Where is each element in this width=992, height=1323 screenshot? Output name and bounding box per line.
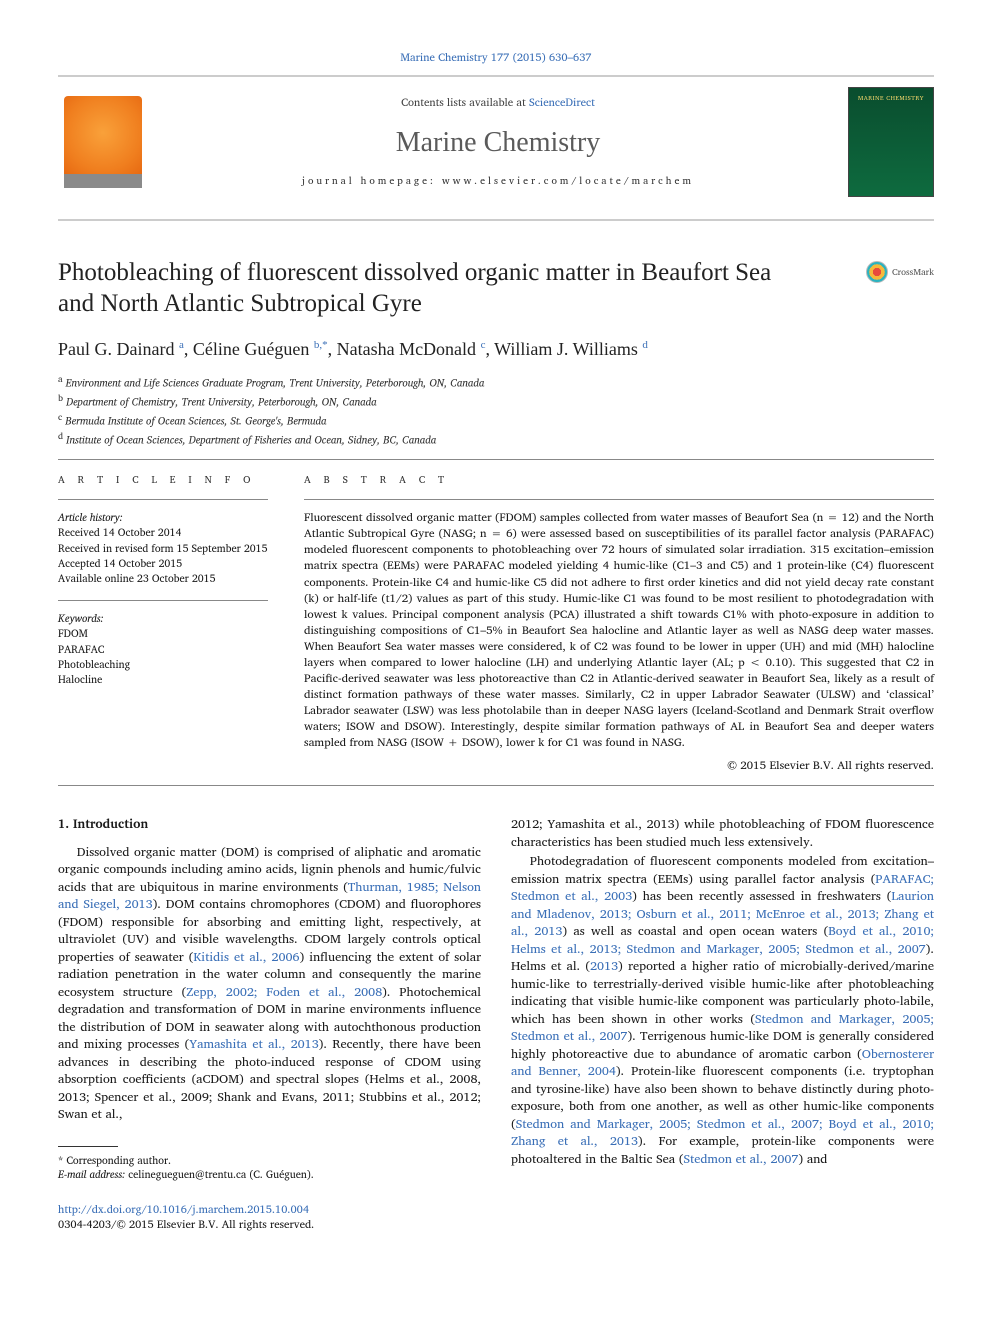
page-footer: http://dx.doi.org/10.1016/j.marchem.2015… bbox=[58, 1202, 934, 1232]
intro-para-cont: 2012; Yamashita et al., 2013) while phot… bbox=[511, 816, 934, 851]
email-label: E-mail address: bbox=[58, 1165, 128, 1183]
sciencedirect-link[interactable]: ScienceDirect bbox=[529, 93, 595, 111]
contents-lists-line: Contents lists available at ScienceDirec… bbox=[148, 95, 848, 110]
crossmark-badge[interactable]: CrossMark bbox=[866, 261, 934, 283]
body-column-left: 1. Introduction Dissolved organic matter… bbox=[58, 816, 481, 1182]
body-rule bbox=[58, 785, 934, 786]
section-heading-intro: 1. Introduction bbox=[58, 816, 481, 834]
article-info-column: A R T I C L E I N F O Article history: R… bbox=[58, 474, 268, 773]
homepage-url[interactable]: www.elsevier.com/locate/marchem bbox=[442, 173, 694, 189]
affiliations: a Environment and Life Sciences Graduate… bbox=[58, 372, 934, 449]
info-rule bbox=[58, 499, 268, 500]
homepage-label: journal homepage: bbox=[302, 173, 442, 189]
journal-name: Marine Chemistry bbox=[148, 124, 848, 162]
corr-email-link[interactable]: celinegueguen@trentu.ca bbox=[128, 1165, 246, 1183]
article-history: Article history: Received 14 October 201… bbox=[58, 510, 268, 586]
crossmark-icon bbox=[866, 261, 888, 283]
contents-prefix: Contents lists available at bbox=[401, 93, 529, 111]
abstract-text: Fluorescent dissolved organic matter (FD… bbox=[304, 510, 934, 751]
authors-line: Paul G. Dainard a, Céline Guéguen b,*, N… bbox=[58, 337, 934, 361]
section-rule bbox=[58, 459, 934, 460]
abstract-heading: A B S T R A C T bbox=[304, 474, 934, 488]
issn-copyright: 0304-4203/© 2015 Elsevier B.V. All right… bbox=[58, 1215, 314, 1233]
info-rule-2 bbox=[58, 600, 268, 601]
crossmark-label: CrossMark bbox=[892, 266, 934, 278]
intro-para-2: Photodegradation of fluorescent componen… bbox=[511, 853, 934, 1168]
abstract-column: A B S T R A C T Fluorescent dissolved or… bbox=[304, 474, 934, 773]
body-column-right: 2012; Yamashita et al., 2013) while phot… bbox=[511, 816, 934, 1182]
article-info-heading: A R T I C L E I N F O bbox=[58, 474, 268, 488]
article-title: Photobleaching of fluorescent dissolved … bbox=[58, 257, 934, 320]
journal-cover-thumb bbox=[848, 87, 934, 197]
elsevier-tree-icon bbox=[64, 96, 142, 188]
citation-link[interactable]: Marine Chemistry 177 (2015) 630–637 bbox=[400, 48, 591, 66]
keywords-block: Keywords: FDOMPARAFACPhotobleachingHaloc… bbox=[58, 611, 268, 687]
abstract-rule bbox=[304, 499, 934, 500]
top-citation: Marine Chemistry 177 (2015) 630–637 bbox=[58, 50, 934, 65]
abstract-copyright: © 2015 Elsevier B.V. All rights reserved… bbox=[304, 758, 934, 774]
email-person: (C. Guéguen). bbox=[246, 1165, 314, 1183]
corresponding-author-note: * Corresponding author. E-mail address: … bbox=[58, 1153, 481, 1182]
publisher-logo bbox=[58, 92, 148, 192]
journal-banner: Contents lists available at ScienceDirec… bbox=[58, 75, 934, 221]
footnote-rule bbox=[58, 1146, 118, 1147]
intro-para-1: Dissolved organic matter (DOM) is compri… bbox=[58, 844, 481, 1124]
journal-homepage-line: journal homepage: www.elsevier.com/locat… bbox=[148, 175, 848, 189]
